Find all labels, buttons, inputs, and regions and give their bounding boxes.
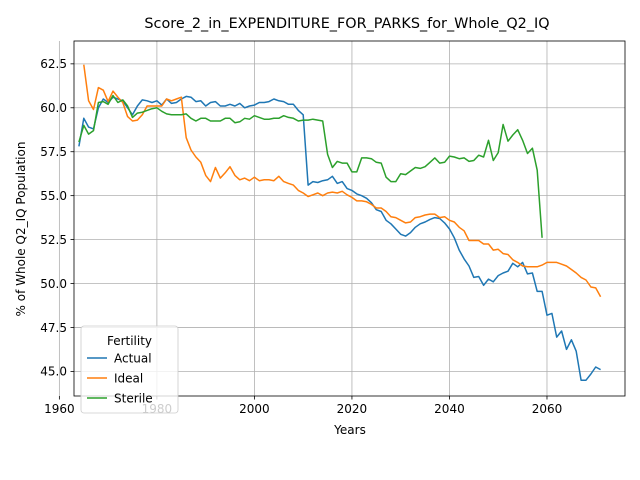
x-tick-label: 2000 <box>239 402 270 416</box>
series-layer <box>78 64 602 381</box>
x-tick-label: 2060 <box>532 402 563 416</box>
x-tick-label: 1960 <box>44 402 75 416</box>
y-tick-label: 50.0 <box>40 277 67 291</box>
y-tick-label: 60.0 <box>40 101 67 115</box>
y-tick-label: 45.0 <box>40 365 67 379</box>
legend-label-actual: Actual <box>114 351 152 365</box>
legend-box <box>80 325 179 414</box>
legend: Fertility Actual Ideal Sterile <box>80 325 179 414</box>
y-axis-label: % of Whole Q2_IQ Population <box>14 142 28 317</box>
legend-label-sterile: Sterile <box>114 391 153 405</box>
series-line-sterile <box>78 94 543 238</box>
x-tick-label: 2020 <box>337 402 368 416</box>
series-line-ideal <box>83 64 602 298</box>
y-tick-label: 55.0 <box>40 189 67 203</box>
legend-title: Fertility <box>107 334 152 348</box>
y-tick-label: 62.5 <box>40 57 67 71</box>
x-tick-label: 2040 <box>434 402 465 416</box>
y-tick-label: 57.5 <box>40 145 67 159</box>
y-tick-label: 47.5 <box>40 321 67 335</box>
chart-title: Score_2_in_EXPENDITURE_FOR_PARKS_for_Who… <box>144 16 549 32</box>
y-axis-ticks: 45.0 47.5 50.0 52.5 55.0 57.5 60.0 62.5 <box>40 57 74 379</box>
x-axis-label: Years <box>333 423 366 437</box>
y-tick-label: 52.5 <box>40 233 67 247</box>
legend-label-ideal: Ideal <box>114 371 143 385</box>
plot-frame <box>73 40 626 397</box>
